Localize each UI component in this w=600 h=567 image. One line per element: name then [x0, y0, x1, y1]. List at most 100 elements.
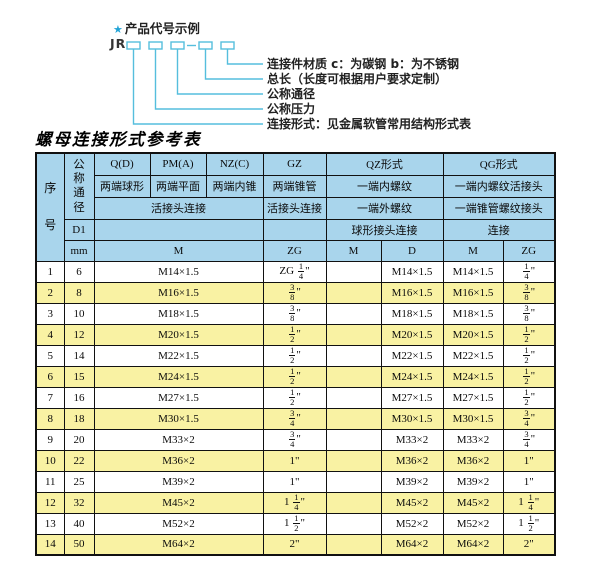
header-qg-connection: 连接	[442, 218, 556, 241]
cell-qz-m	[325, 344, 382, 367]
cell-qg-m: M36×2	[442, 449, 504, 472]
header-qg-desc1: 一端内螺纹活接头	[442, 174, 556, 198]
cell-dn: 16	[63, 386, 95, 409]
header-col-pm: PM(A)	[149, 152, 207, 176]
nut-connection-reference-table: 序号 公称通径 Q(D) PM(A) NZ(C) GZ QZ形式 QG形式 两端…	[35, 152, 556, 556]
cell-qg-zg: 2"	[502, 533, 556, 556]
connector-line-pressure	[154, 49, 263, 110]
cell-qg-m: M14×1.5	[442, 260, 504, 283]
header-gz-desc: 两端锥管	[262, 174, 327, 198]
cell-qz-m	[325, 470, 382, 493]
cell-gz: 1 2 "	[262, 344, 327, 367]
cell-dn: 12	[63, 323, 95, 346]
cell-qz-d: M30×1.5	[380, 407, 444, 430]
connector-line-diameter	[176, 49, 263, 95]
cell-no: 1	[35, 260, 65, 283]
cell-qz-d: M22×1.5	[380, 344, 444, 367]
code-label-length: 总长（长度可根据用户要求定制）	[267, 72, 448, 86]
cell-m: M39×2	[93, 470, 264, 493]
cell-no: 2	[35, 281, 65, 304]
code-box-2	[148, 41, 163, 50]
cell-gz: 1 2 "	[262, 323, 327, 346]
cell-m: M30×1.5	[93, 407, 264, 430]
code-label-pressure: 公称压力	[267, 102, 316, 116]
cell-qz-d: M27×1.5	[380, 386, 444, 409]
table-row: 3 10 M18×1.5 3 8 " M18×1.5 M18×1.5 3 8 "	[35, 302, 556, 325]
cell-qg-zg: 1 2 "	[502, 365, 556, 388]
header-qg-m: M	[442, 239, 504, 262]
cell-qz-d: M33×2	[380, 428, 444, 451]
cell-no: 6	[35, 365, 65, 388]
header-q-desc: 两端球形	[93, 174, 151, 198]
header-zg: ZG	[262, 239, 327, 262]
cell-qz-d: M36×2	[380, 449, 444, 472]
cell-no: 5	[35, 344, 65, 367]
cell-qz-m	[325, 302, 382, 325]
cell-qg-m: M20×1.5	[442, 323, 504, 346]
header-col-qg: QG形式	[442, 152, 556, 176]
table-row: 2 8 M16×1.5 3 8 " M16×1.5 M16×1.5 3 8 "	[35, 281, 556, 304]
code-box-5	[220, 41, 235, 50]
header-seq: 序号	[35, 152, 65, 262]
cell-no: 8	[35, 407, 65, 430]
header-qg-zg: ZG	[502, 239, 556, 262]
star-icon: ★	[113, 23, 123, 36]
header-gz-connection: 活接头连接	[262, 196, 327, 220]
cell-qg-zg: 3 8 "	[502, 281, 556, 304]
product-code-title: ★ 产品代号示例	[113, 18, 200, 37]
cell-qz-d: M16×1.5	[380, 281, 444, 304]
cell-dn: 20	[63, 428, 95, 451]
cell-dn: 22	[63, 449, 95, 472]
cell-gz: 3 8 "	[262, 302, 327, 325]
table-row: 10 22 M36×2 1" M36×2 M36×2 1"	[35, 449, 556, 472]
header-mm: mm	[63, 239, 95, 262]
cell-m: M45×2	[93, 491, 264, 514]
cell-gz: 1 1 4 "	[262, 491, 327, 514]
header-qg-desc2: 一端锥管螺纹接头	[442, 196, 556, 220]
cell-qg-m: M52×2	[442, 512, 504, 535]
header-m: M	[93, 239, 264, 262]
code-box-3	[170, 41, 185, 50]
table-row: 11 25 M39×2 1" M39×2 M39×2 1"	[35, 470, 556, 493]
cell-dn: 18	[63, 407, 95, 430]
cell-no: 4	[35, 323, 65, 346]
cell-gz: 2"	[262, 533, 327, 556]
cell-no: 13	[35, 512, 65, 535]
product-code-title-text: 产品代号示例	[124, 21, 200, 36]
cell-no: 9	[35, 428, 65, 451]
cell-qz-m	[325, 407, 382, 430]
cell-m: M36×2	[93, 449, 264, 472]
cell-m: M24×1.5	[93, 365, 264, 388]
cell-no: 12	[35, 491, 65, 514]
cell-no: 14	[35, 533, 65, 556]
connector-line-length	[204, 49, 263, 80]
cell-qz-d: M14×1.5	[380, 260, 444, 283]
header-qz-connection: 球形接头连接	[325, 218, 444, 241]
cell-gz: 3 8 "	[262, 281, 327, 304]
cell-no: 3	[35, 302, 65, 325]
cell-qz-m	[325, 491, 382, 514]
cell-dn: 40	[63, 512, 95, 535]
cell-qz-d: M52×2	[380, 512, 444, 535]
cell-m: M33×2	[93, 428, 264, 451]
header-nz-desc: 两端内锥	[205, 174, 264, 198]
product-code-connector-diagram	[126, 41, 263, 125]
cell-qg-m: M16×1.5	[442, 281, 504, 304]
cell-qg-m: M30×1.5	[442, 407, 504, 430]
table-row: 13 40 M52×2 1 1 2 " M52×2 M52×2 1 1 2 "	[35, 512, 556, 535]
cell-qz-d: M18×1.5	[380, 302, 444, 325]
header-qz-desc2: 一端外螺纹	[325, 196, 444, 220]
header-union-connection: 活接头连接	[93, 196, 264, 220]
cell-dn: 14	[63, 344, 95, 367]
cell-qg-zg: 3 8 "	[502, 302, 556, 325]
cell-qz-m	[325, 260, 382, 283]
cell-qg-zg: 1 1 2 "	[502, 512, 556, 535]
cell-dn: 32	[63, 491, 95, 514]
table-row: 14 50 M64×2 2" M64×2 M64×2 2"	[35, 533, 556, 556]
cell-qg-m: M39×2	[442, 470, 504, 493]
cell-dn: 6	[63, 260, 95, 283]
cell-qz-d: M64×2	[380, 533, 444, 556]
cell-qg-zg: 1 2 "	[502, 386, 556, 409]
cell-qz-m	[325, 512, 382, 535]
cell-m: M20×1.5	[93, 323, 264, 346]
